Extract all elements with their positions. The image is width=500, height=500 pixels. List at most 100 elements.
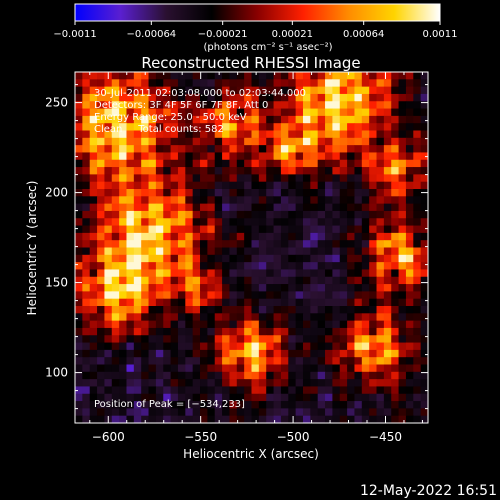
heatmap-cell: [97, 145, 105, 153]
heatmap-cell: [339, 269, 348, 278]
heatmap-cell: [339, 240, 348, 248]
heatmap-cell: [111, 247, 120, 256]
heatmap-cell: [398, 108, 407, 117]
heatmap-cell: [75, 108, 83, 117]
heatmap-cell: [207, 101, 216, 109]
heatmap-cell: [369, 159, 377, 168]
heatmap-cell: [391, 152, 399, 161]
heatmap-cell: [214, 93, 223, 102]
heatmap-cell: [317, 130, 326, 139]
heatmap-cell: [398, 327, 407, 336]
heatmap-cell: [97, 254, 105, 263]
heatmap-cell: [420, 276, 428, 285]
y-tick-label: 200: [45, 186, 68, 200]
heatmap-cell: [339, 108, 348, 117]
heatmap-cell: [383, 408, 392, 417]
heatmap-cell: [89, 379, 98, 387]
heatmap-cell: [244, 93, 252, 102]
heatmap-cell: [185, 240, 194, 248]
heatmap-cell: [75, 159, 83, 168]
heatmap-cell: [185, 371, 194, 380]
heatmap-cell: [126, 349, 135, 358]
heatmap-cell: [369, 189, 377, 197]
heatmap-cell: [317, 167, 326, 175]
heatmap-cell: [244, 393, 252, 402]
heatmap-cell: [258, 210, 267, 219]
heatmap-cell: [119, 320, 127, 329]
heatmap-cell: [354, 79, 363, 88]
heatmap-cell: [185, 298, 194, 307]
chart-title: Reconstructed RHESSI Image: [141, 54, 360, 72]
heatmap-cell: [82, 291, 91, 300]
heatmap-cell: [325, 364, 333, 373]
heatmap-cell: [369, 269, 377, 278]
heatmap-cell: [177, 393, 186, 402]
heatmap-cell: [420, 415, 428, 423]
heatmap-cell: [325, 262, 333, 270]
heatmap-cell: [361, 247, 370, 256]
heatmap-cell: [192, 364, 201, 373]
heatmap-cell: [214, 371, 223, 380]
heatmap-cell: [244, 342, 252, 351]
heatmap-cell: [126, 298, 135, 307]
heatmap-cell: [302, 262, 311, 270]
heatmap-cell: [295, 327, 304, 336]
heatmap-cell: [89, 393, 98, 402]
heatmap-cell: [405, 218, 414, 226]
heatmap-cell: [383, 247, 392, 256]
heatmap-cell: [236, 130, 245, 139]
heatmap-cell: [251, 225, 260, 234]
heatmap-cell: [413, 210, 422, 219]
heatmap-cell: [111, 225, 120, 234]
heatmap-cell: [214, 167, 223, 175]
heatmap-cell: [361, 371, 370, 380]
heatmap-cell: [207, 276, 216, 285]
heatmap-cell: [155, 210, 164, 219]
heatmap-cell: [420, 203, 428, 212]
heatmap-cell: [361, 196, 370, 205]
heatmap-cell: [155, 203, 164, 212]
heatmap-cell: [222, 86, 230, 95]
heatmap-cell: [163, 137, 171, 146]
heatmap-cell: [89, 189, 98, 197]
heatmap-cell: [185, 232, 194, 241]
heatmap-cell: [192, 123, 201, 131]
heatmap-cell: [354, 101, 363, 109]
heatmap-cell: [317, 262, 326, 270]
heatmap-cell: [207, 115, 216, 124]
heatmap-cell: [295, 181, 304, 190]
heatmap-cell: [413, 327, 422, 336]
heatmap-cell: [148, 327, 157, 336]
heatmap-cell: [413, 298, 422, 307]
heatmap-cell: [391, 269, 399, 278]
heatmap-cell: [126, 240, 135, 248]
heatmap-cell: [119, 342, 127, 351]
annotation-peak-position: Position of Peak = [−534,233]: [94, 399, 245, 410]
heatmap-cell: [244, 203, 252, 212]
heatmap-cell: [413, 101, 422, 109]
heatmap-cell: [185, 93, 194, 102]
heatmap-cell: [148, 79, 157, 88]
heatmap-cell: [244, 72, 252, 80]
heatmap-cell: [119, 108, 127, 117]
heatmap-cell: [119, 240, 127, 248]
heatmap-cell: [200, 203, 208, 212]
heatmap-cell: [89, 262, 98, 270]
heatmap-cell: [192, 145, 201, 153]
heatmap-cell: [295, 123, 304, 131]
heatmap-cell: [222, 357, 230, 365]
heatmap-cell: [89, 269, 98, 278]
heatmap-cell: [155, 240, 164, 248]
heatmap-cell: [258, 320, 267, 329]
heatmap-cell: [280, 130, 289, 139]
heatmap-cell: [398, 320, 407, 329]
heatmap-cell: [405, 152, 414, 161]
heatmap-cell: [347, 145, 355, 153]
heatmap-cell: [126, 262, 135, 270]
annotation-block: 30-Jul-2011 02:03:08.000 to 02:03:44.000…: [94, 88, 306, 135]
heatmap-cell: [133, 284, 142, 292]
heatmap-cell: [133, 357, 142, 365]
heatmap-cell: [383, 254, 392, 263]
heatmap-cell: [258, 72, 267, 80]
heatmap-cell: [111, 349, 120, 358]
